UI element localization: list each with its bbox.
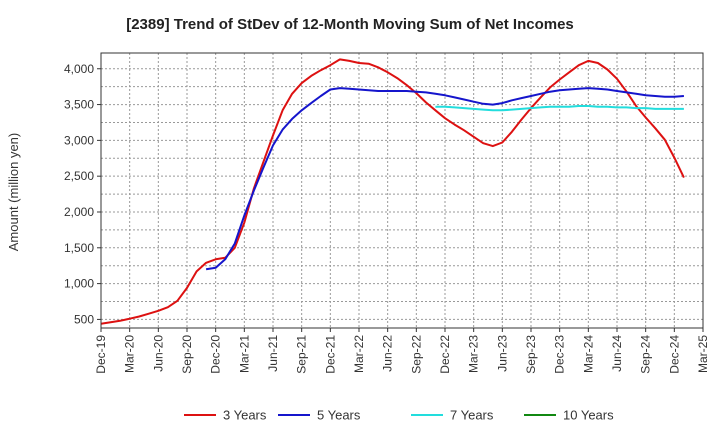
series-line-5-years [205, 87, 684, 271]
x-tick-label: Sep-24 [639, 335, 653, 374]
y-tick-label: 4,000 [64, 62, 94, 76]
legend: 3 Years 5 Years 7 Years 10 Years [184, 408, 614, 423]
y-axis-label: Amount (million yen) [6, 133, 21, 252]
legend-label: 10 Years [563, 408, 614, 423]
x-tick-label: Sep-20 [180, 335, 194, 374]
x-tick-label: Dec-24 [667, 335, 681, 374]
x-tick-label: Sep-22 [409, 335, 423, 374]
x-tick-label: Sep-23 [524, 335, 538, 374]
x-tick-label: Dec-22 [438, 335, 452, 374]
legend-label: 5 Years [317, 408, 361, 423]
x-tick-label: Dec-20 [209, 335, 223, 374]
x-tick-label: Dec-23 [553, 335, 567, 374]
x-tick-label: Mar-24 [581, 335, 595, 373]
y-tick-label: 3,000 [64, 133, 94, 147]
x-tick-label: Mar-22 [352, 335, 366, 373]
legend-label: 3 Years [223, 408, 267, 423]
x-tick-label: Dec-19 [94, 335, 108, 374]
y-axis-ticks: 500 1,000 1,500 2,000 2,500 3,000 3,500 4,000 [64, 62, 101, 326]
series-line-3-years [100, 58, 685, 325]
legend-label: 7 Years [450, 408, 494, 423]
chart-title: [2389] Trend of StDev of 12-Month Moving… [126, 16, 574, 33]
x-tick-label: Mar-25 [696, 335, 710, 373]
plot-grid [101, 53, 703, 328]
plot-frame [100, 52, 704, 329]
x-tick-label: Jun-24 [610, 335, 624, 372]
y-tick-label: 2,500 [64, 169, 94, 183]
x-tick-label: Mar-21 [237, 335, 251, 373]
x-tick-label: Jun-23 [495, 335, 509, 372]
y-tick-label: 3,500 [64, 98, 94, 112]
y-tick-label: 2,000 [64, 205, 94, 219]
y-tick-label: 500 [74, 312, 94, 326]
y-tick-label: 1,500 [64, 241, 94, 255]
plot-series [100, 58, 685, 325]
x-axis-ticks: Dec-19 Mar-20 Jun-20 Sep-20 Dec-20 Mar-21 Jun-… [94, 328, 710, 374]
x-tick-label: Mar-20 [123, 335, 137, 373]
x-tick-label: Sep-21 [295, 335, 309, 374]
x-tick-label: Jun-20 [151, 335, 165, 372]
x-tick-label: Jun-21 [266, 335, 280, 372]
x-tick-label: Mar-23 [467, 335, 481, 373]
y-tick-label: 1,000 [64, 277, 94, 291]
x-tick-label: Dec-21 [323, 335, 337, 374]
series-line-7-years [435, 105, 684, 112]
x-tick-label: Jun-22 [381, 335, 395, 372]
